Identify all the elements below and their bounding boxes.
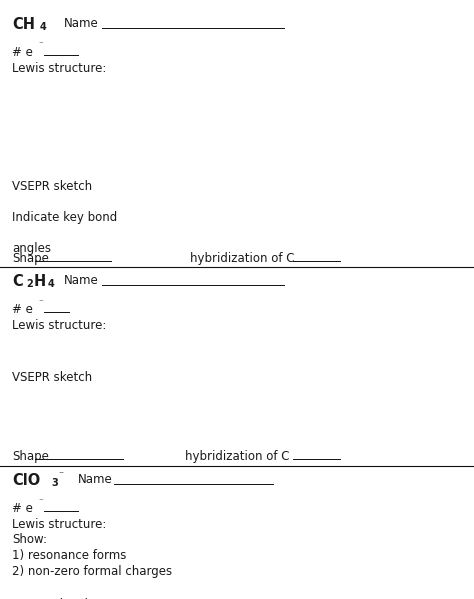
Text: angles: angles — [12, 242, 51, 255]
Text: ⁻: ⁻ — [39, 497, 44, 506]
Text: CH: CH — [12, 17, 35, 32]
Text: Lewis structure:: Lewis structure: — [12, 62, 106, 75]
Text: ⁻: ⁻ — [59, 470, 64, 480]
Text: Indicate key bond: Indicate key bond — [12, 211, 117, 224]
Text: hybridization of C: hybridization of C — [185, 450, 289, 464]
Text: Shape: Shape — [12, 450, 49, 464]
Text: VSEPR sketch: VSEPR sketch — [12, 371, 92, 385]
Text: ClO: ClO — [12, 473, 40, 488]
Text: Lewis structure:: Lewis structure: — [12, 518, 106, 531]
Text: hybridization of C: hybridization of C — [190, 252, 294, 265]
Text: 1) resonance forms: 1) resonance forms — [12, 549, 126, 562]
Text: Shape: Shape — [12, 252, 49, 265]
Text: VSEPR sketch: VSEPR sketch — [12, 598, 92, 599]
Text: # e: # e — [12, 502, 33, 515]
Text: Name: Name — [64, 17, 99, 30]
Text: Name: Name — [78, 473, 113, 486]
Text: C: C — [12, 274, 23, 289]
Text: 4: 4 — [47, 279, 54, 289]
Text: ⁻: ⁻ — [39, 298, 44, 307]
Text: # e: # e — [12, 303, 33, 316]
Text: H: H — [34, 274, 46, 289]
Text: ⁻: ⁻ — [39, 41, 44, 50]
Text: 4: 4 — [39, 22, 46, 32]
Text: 3: 3 — [51, 478, 58, 488]
Text: 2) non-zero formal charges: 2) non-zero formal charges — [12, 565, 172, 579]
Text: # e: # e — [12, 46, 33, 59]
Text: VSEPR sketch: VSEPR sketch — [12, 180, 92, 193]
Text: Lewis structure:: Lewis structure: — [12, 319, 106, 332]
Text: 2: 2 — [26, 279, 33, 289]
Text: Show:: Show: — [12, 533, 47, 546]
Text: Name: Name — [64, 274, 99, 288]
